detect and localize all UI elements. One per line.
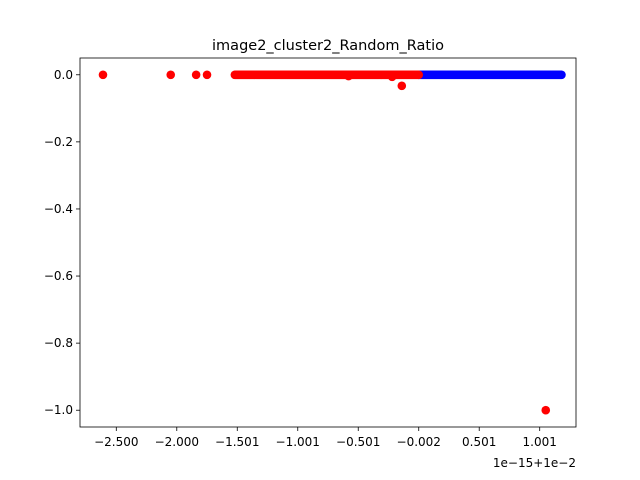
y-tick-label: −0.2 bbox=[44, 135, 73, 149]
data-point bbox=[202, 70, 212, 80]
y-axis: 0.0 −0.2 −0.4 −0.6 −0.8 −1.0 bbox=[44, 68, 80, 417]
y-tick-label: −1.0 bbox=[44, 403, 73, 417]
x-tick-label: −1.501 bbox=[215, 435, 259, 449]
x-axis-offset-label: 1e−15+1e−2 bbox=[493, 456, 576, 470]
x-tick-label: −1.001 bbox=[276, 435, 320, 449]
data-point bbox=[98, 70, 108, 80]
data-point bbox=[397, 81, 407, 91]
x-tick-label: 1.001 bbox=[523, 435, 557, 449]
points-layer bbox=[98, 70, 566, 415]
data-point bbox=[166, 70, 176, 80]
y-tick-label: −0.6 bbox=[44, 269, 73, 283]
x-tick-label: −2.500 bbox=[94, 435, 138, 449]
data-point bbox=[344, 71, 353, 81]
x-axis: −2.500 −2.000 −1.501 −1.001 −0.501 −0.002 0.50… bbox=[94, 427, 557, 449]
data-point bbox=[541, 405, 551, 415]
x-tick-label: −2.000 bbox=[155, 435, 199, 449]
x-tick-label: −0.501 bbox=[336, 435, 380, 449]
plot-area-frame bbox=[79, 57, 577, 428]
y-tick-label: −0.4 bbox=[44, 202, 73, 216]
x-tick-label: 0.501 bbox=[462, 435, 496, 449]
x-tick-label: −0.002 bbox=[397, 435, 441, 449]
y-tick-label: 0.0 bbox=[54, 68, 73, 82]
data-point bbox=[387, 72, 397, 82]
data-point bbox=[414, 70, 424, 80]
data-point bbox=[557, 70, 566, 80]
y-tick-label: −0.8 bbox=[44, 336, 73, 350]
chart-title: image2_cluster2_Random_Ratio bbox=[212, 38, 444, 54]
data-point bbox=[191, 70, 201, 80]
